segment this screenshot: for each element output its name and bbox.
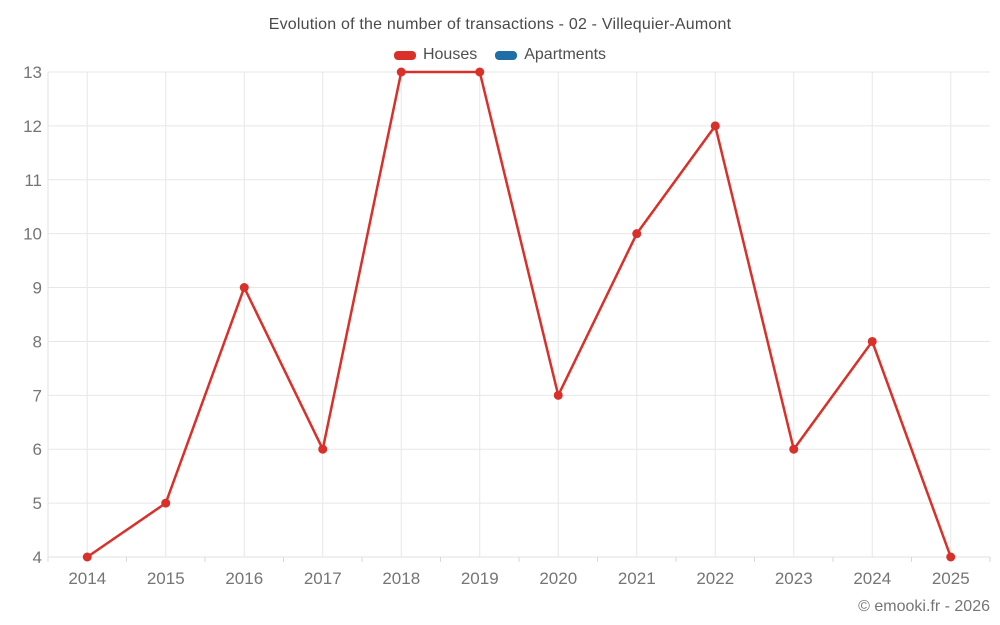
x-axis-tick-label: 2017 xyxy=(304,569,342,588)
y-axis-tick-label: 10 xyxy=(23,225,42,244)
x-axis-tick-label: 2019 xyxy=(461,569,499,588)
data-point-2024[interactable] xyxy=(867,336,877,346)
chart-legend: Houses Apartments xyxy=(0,46,1000,64)
houses-series-swatch-icon xyxy=(393,50,416,60)
y-axis-tick-label: 6 xyxy=(33,440,42,459)
x-axis-tick-label: 2015 xyxy=(147,569,185,588)
data-point-2025[interactable] xyxy=(946,552,956,562)
legend-label-houses: Houses xyxy=(422,46,478,63)
x-axis-tick-label: 2018 xyxy=(382,569,420,588)
data-point-2014[interactable] xyxy=(82,552,92,562)
legend-item-apartments[interactable]: Apartments xyxy=(495,46,606,64)
data-point-2020[interactable] xyxy=(553,390,563,400)
x-axis-tick-label: 2024 xyxy=(853,569,891,588)
data-point-2022[interactable] xyxy=(710,121,720,131)
chart-title: Evolution of the number of transactions … xyxy=(268,16,732,33)
data-point-2023[interactable] xyxy=(789,444,799,454)
x-axis-tick-label: 2014 xyxy=(68,569,106,588)
y-axis-tick-label: 5 xyxy=(33,494,42,513)
legend-label-apartments: Apartments xyxy=(524,46,607,63)
data-point-2016[interactable] xyxy=(239,283,249,293)
y-axis-tick-label: 13 xyxy=(23,63,42,82)
data-point-2021[interactable] xyxy=(632,229,642,239)
y-axis-tick-label: 11 xyxy=(24,171,42,190)
x-axis-tick-label: 2020 xyxy=(539,569,577,588)
y-axis-tick-label: 7 xyxy=(33,386,42,405)
x-axis-tick-label: 2022 xyxy=(696,569,734,588)
x-axis-tick-label: 2016 xyxy=(225,569,263,588)
y-axis-tick-label: 12 xyxy=(23,117,42,136)
x-axis-tick-label: 2023 xyxy=(775,569,813,588)
data-point-2019[interactable] xyxy=(475,67,485,77)
data-point-2018[interactable] xyxy=(396,67,406,77)
apartments-series-swatch-icon xyxy=(495,50,518,60)
y-axis-tick-label: 4 xyxy=(33,548,42,567)
x-axis-tick-label: 2025 xyxy=(932,569,970,588)
series-line-houses xyxy=(86,70,952,559)
data-point-2015[interactable] xyxy=(161,498,171,508)
x-axis-tick-label: 2021 xyxy=(618,569,656,588)
data-point-2017[interactable] xyxy=(318,444,328,454)
legend-item-houses[interactable]: Houses xyxy=(393,46,478,64)
copyright-text: © emooki.fr - 2026 xyxy=(858,598,990,615)
y-axis-tick-label: 9 xyxy=(33,279,42,298)
y-axis-tick-label: 8 xyxy=(33,332,42,351)
